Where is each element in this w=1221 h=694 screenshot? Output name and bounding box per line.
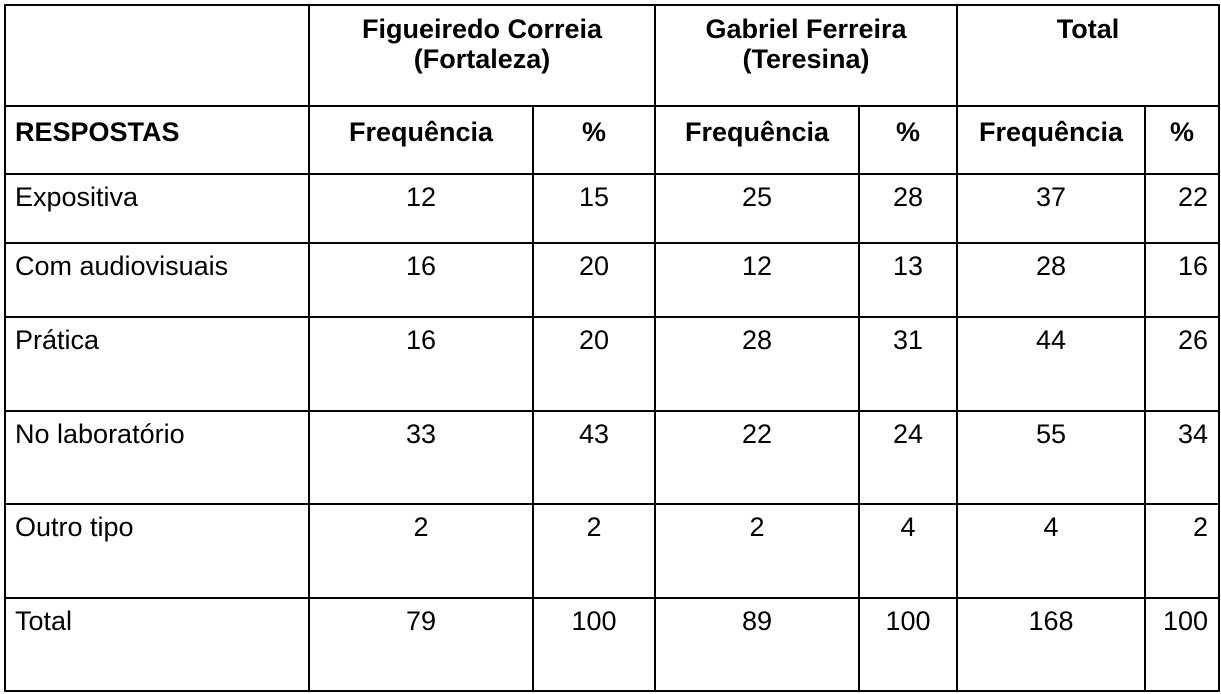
table-row: Com audiovisuais 16 20 12 13 28 16: [4, 242, 1220, 318]
cell-value: 12: [654, 242, 860, 318]
cell-value: 100: [532, 597, 656, 692]
cell-value: 100: [1144, 597, 1220, 692]
subheader-row: RESPOSTAS Frequência % Frequência % Freq…: [4, 105, 1220, 175]
pct-header: %: [858, 105, 958, 175]
group-title: Figueiredo Correia: [361, 14, 603, 44]
cell-value: 20: [532, 316, 656, 412]
cell-value: 44: [956, 316, 1146, 412]
group-title: Gabriel Ferreira: [705, 14, 907, 44]
cell-value: 43: [532, 410, 656, 505]
group-header-teresina: Gabriel Ferreira (Teresina): [654, 4, 958, 107]
row-label: No laboratório: [4, 410, 310, 505]
cell-value: 15: [532, 173, 656, 244]
cell-value: 16: [1144, 242, 1220, 318]
group-subtitle: (Teresina): [742, 44, 870, 74]
cell-value: 2: [308, 503, 534, 599]
pct-header: %: [532, 105, 656, 175]
cell-value: 55: [956, 410, 1146, 505]
cell-value: 13: [858, 242, 958, 318]
cell-value: 2: [1144, 503, 1220, 599]
cell-value: 37: [956, 173, 1146, 244]
cell-value: 26: [1144, 316, 1220, 412]
group-header-fortaleza: Figueiredo Correia (Fortaleza): [308, 4, 656, 107]
survey-response-table: Figueiredo Correia (Fortaleza) Gabriel F…: [4, 4, 1220, 692]
row-label: Prática: [4, 316, 310, 412]
cell-value: 22: [1144, 173, 1220, 244]
cell-value: 16: [308, 242, 534, 318]
cell-value: 25: [654, 173, 860, 244]
group-header-row: Figueiredo Correia (Fortaleza) Gabriel F…: [4, 4, 1220, 107]
cell-value: 34: [1144, 410, 1220, 505]
group-subtitle: (Fortaleza): [413, 44, 551, 74]
row-label: Expositiva: [4, 173, 310, 244]
cell-value: 2: [532, 503, 656, 599]
cell-value: 89: [654, 597, 860, 692]
cell-value: 33: [308, 410, 534, 505]
cell-value: 28: [858, 173, 958, 244]
table-row: Outro tipo 2 2 2 4 4 2: [4, 503, 1220, 599]
table-row: No laboratório 33 43 22 24 55 34: [4, 410, 1220, 505]
cell-value: 100: [858, 597, 958, 692]
row-label: Outro tipo: [4, 503, 310, 599]
group-title: Total: [1056, 14, 1120, 44]
freq-header: Frequência: [654, 105, 860, 175]
group-header-total: Total: [956, 4, 1220, 107]
cell-value: 22: [654, 410, 860, 505]
freq-header: Frequência: [308, 105, 534, 175]
cell-value: 2: [654, 503, 860, 599]
empty-corner-cell: [4, 4, 310, 107]
cell-value: 168: [956, 597, 1146, 692]
cell-value: 20: [532, 242, 656, 318]
cell-value: 28: [654, 316, 860, 412]
cell-value: 4: [956, 503, 1146, 599]
total-row: Total 79 100 89 100 168 100: [4, 597, 1220, 692]
pct-header: %: [1144, 105, 1220, 175]
table-row: Prática 16 20 28 31 44 26: [4, 316, 1220, 412]
cell-value: 24: [858, 410, 958, 505]
cell-value: 12: [308, 173, 534, 244]
cell-value: 28: [956, 242, 1146, 318]
respostas-header: RESPOSTAS: [4, 105, 310, 175]
row-label: Total: [4, 597, 310, 692]
cell-value: 4: [858, 503, 958, 599]
freq-header: Frequência: [956, 105, 1146, 175]
table-row: Expositiva 12 15 25 28 37 22: [4, 173, 1220, 244]
cell-value: 31: [858, 316, 958, 412]
cell-value: 16: [308, 316, 534, 412]
cell-value: 79: [308, 597, 534, 692]
row-label: Com audiovisuais: [4, 242, 310, 318]
